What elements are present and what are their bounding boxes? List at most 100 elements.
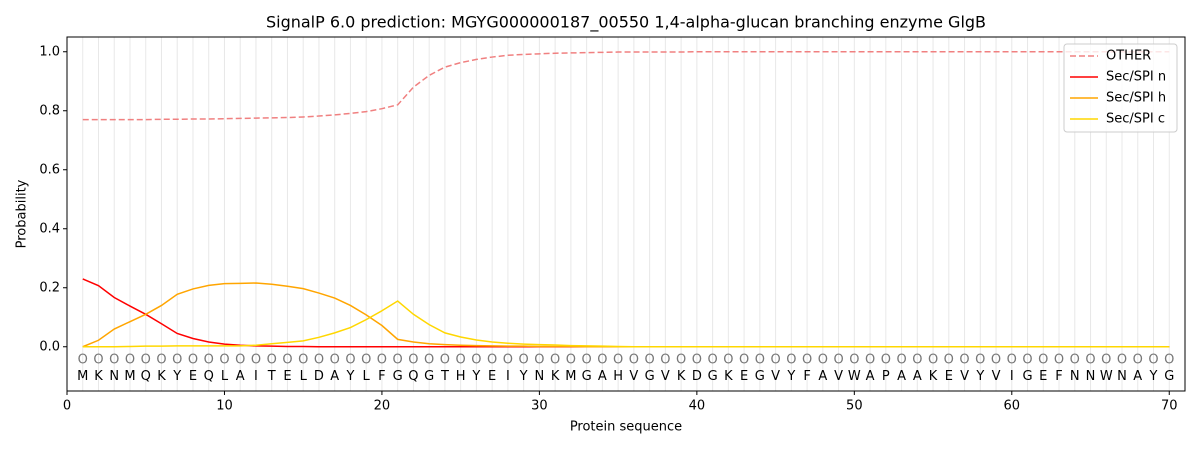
residue-label: Y [172,369,181,384]
residue-label: T [440,369,449,384]
residue-prediction-label: O [849,353,859,368]
residue-label: N [1086,369,1096,384]
residue-label: M [124,369,135,384]
residue-label: P [882,369,890,384]
residue-prediction-label: O [440,353,450,368]
series-line [82,300,1170,348]
residue-label: A [913,369,922,384]
residue-label: A [236,369,245,384]
residue-label: D [692,369,702,384]
residue-label: F [378,369,385,384]
legend-label: Sec/SPI n [1106,70,1166,85]
residue-label: A [1133,369,1142,384]
residue-label: I [1010,369,1014,384]
residue-label: K [677,369,686,384]
residue-label: A [818,369,827,384]
residue-prediction-label: O [172,353,182,368]
residue-prediction-label: O [912,353,922,368]
residue-prediction-label: O [251,353,261,368]
residue-label: Q [408,369,418,384]
residue-label: A [866,369,875,384]
series-line [82,282,1170,348]
residue-label: W [1100,369,1113,384]
residue-label: I [506,369,510,384]
residue-prediction-label: O [377,353,387,368]
residue-prediction-label: O [1117,353,1127,368]
residue-label: H [613,369,623,384]
residue-prediction-label: O [503,353,513,368]
residue-label: L [363,369,371,384]
residue-prediction-label: O [393,353,403,368]
residue-label: H [456,369,466,384]
residue-label: V [960,369,969,384]
residue-prediction-label: O [566,353,576,368]
residue-label: Q [141,369,151,384]
y-tick-label: 0.4 [39,221,60,236]
residue-label: V [629,369,638,384]
residue-prediction-label: O [456,353,466,368]
residue-label: E [189,369,197,384]
x-tick-label: 50 [846,399,863,414]
x-tick-label: 10 [216,399,233,414]
residue-label: G [424,369,434,384]
residue-prediction-label: O [219,353,229,368]
residue-prediction-label: O [660,353,670,368]
residue-prediction-label: O [818,353,828,368]
residue-label: F [803,369,810,384]
x-tick-label: 40 [689,399,706,414]
residue-prediction-label: O [361,353,371,368]
residue-label: V [661,369,670,384]
residue-label: G [645,369,655,384]
residue-label: V [834,369,843,384]
residue-prediction-label: O [707,353,717,368]
residue-label: G [708,369,718,384]
residue-prediction-label: O [1101,353,1111,368]
residue-prediction-label: O [345,353,355,368]
x-tick-label: 70 [1161,399,1178,414]
legend-label: Sec/SPI c [1106,112,1165,127]
residue-label: G [755,369,765,384]
residue-label: Y [519,369,528,384]
residue-prediction-label: O [1148,353,1158,368]
series-line [82,51,1170,121]
residue-prediction-label: O [723,353,733,368]
residue-label: D [314,369,324,384]
residue-prediction-label: O [959,353,969,368]
residue-label: W [848,369,861,384]
residue-label: N [1117,369,1127,384]
legend-label: OTHER [1106,49,1151,64]
residue-prediction-label: O [519,353,529,368]
residue-prediction-label: O [282,353,292,368]
residue-label: K [929,369,938,384]
residue-label: E [283,369,291,384]
residue-label: E [740,369,748,384]
residue-prediction-label: O [471,353,481,368]
residue-prediction-label: O [865,353,875,368]
residue-prediction-label: O [1085,353,1095,368]
residue-prediction-label: O [267,353,277,368]
residue-prediction-label: O [802,353,812,368]
y-tick-label: 0.0 [39,339,60,354]
legend: OTHER Sec/SPI n Sec/SPI h Sec/SPI c [1063,43,1178,133]
y-tick-label: 0.2 [39,280,60,295]
residue-prediction-label: O [298,353,308,368]
residue-label: Y [1149,369,1158,384]
residue-label: K [551,369,560,384]
residue-label: G [393,369,403,384]
y-axis-label: Probability [15,179,30,248]
residue-label: F [1055,369,1062,384]
residue-label: K [724,369,733,384]
series-line [82,278,1170,348]
residue-prediction-label: O [944,353,954,368]
residue-label: Q [204,369,214,384]
residue-prediction-label: O [424,353,434,368]
y-tick-label: 0.6 [39,162,60,177]
residue-prediction-label: O [755,353,765,368]
residue-prediction-label: O [534,353,544,368]
residue-prediction-label: O [833,353,843,368]
residue-prediction-label: O [188,353,198,368]
residue-prediction-label: O [613,353,623,368]
residue-prediction-label: O [314,353,324,368]
residue-prediction-label: O [109,353,119,368]
